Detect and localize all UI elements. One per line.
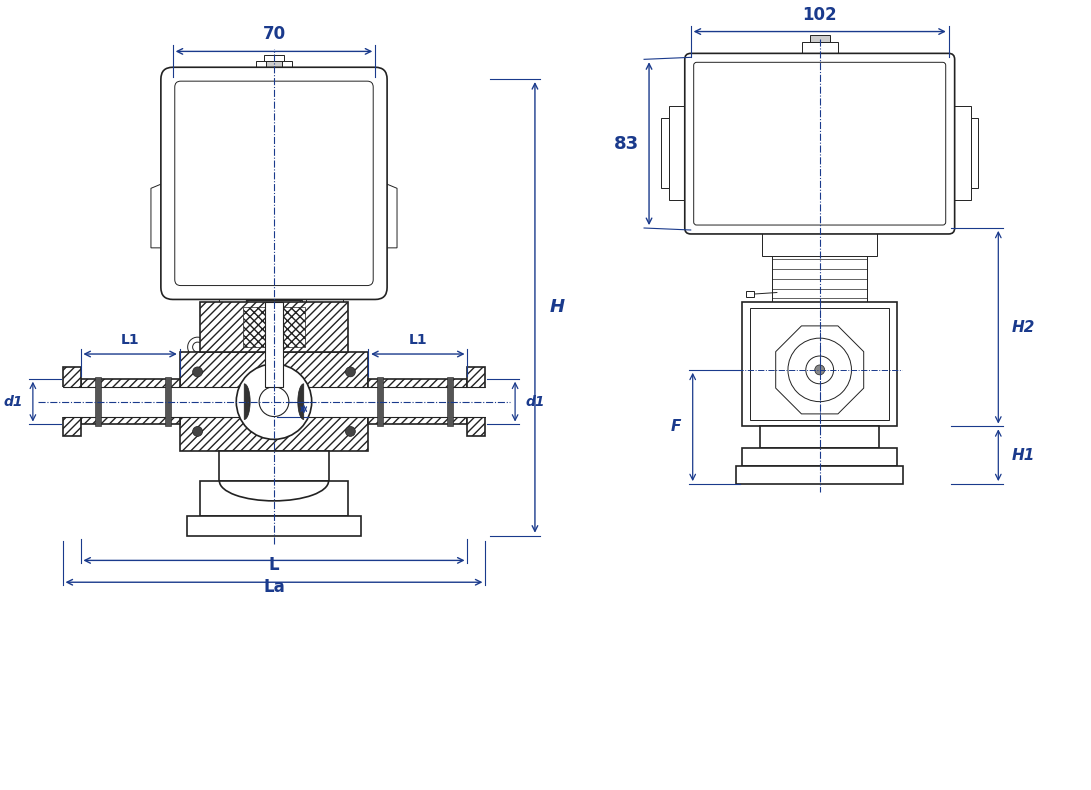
- Bar: [265, 303, 283, 387]
- Text: d1: d1: [525, 395, 544, 408]
- Polygon shape: [219, 288, 328, 342]
- FancyBboxPatch shape: [685, 54, 955, 234]
- FancyBboxPatch shape: [694, 62, 946, 225]
- Text: L1: L1: [121, 333, 140, 347]
- Bar: [247, 300, 302, 344]
- Polygon shape: [244, 384, 250, 419]
- Text: L: L: [268, 556, 279, 574]
- Bar: [266, 62, 281, 71]
- Text: 102: 102: [802, 6, 837, 24]
- Bar: [377, 377, 383, 427]
- Bar: [802, 43, 838, 64]
- Bar: [256, 62, 292, 81]
- Bar: [971, 118, 979, 188]
- Circle shape: [188, 337, 207, 357]
- Text: H: H: [550, 299, 565, 316]
- Bar: [219, 451, 328, 481]
- Bar: [305, 295, 344, 337]
- Bar: [61, 387, 488, 416]
- Bar: [215, 339, 219, 355]
- Circle shape: [806, 356, 834, 384]
- Bar: [243, 307, 265, 347]
- Text: d: d: [314, 402, 324, 416]
- Bar: [751, 308, 889, 420]
- Bar: [81, 379, 180, 424]
- FancyBboxPatch shape: [175, 81, 373, 285]
- FancyBboxPatch shape: [160, 67, 387, 299]
- Circle shape: [259, 387, 289, 416]
- Bar: [369, 379, 467, 424]
- Circle shape: [815, 365, 825, 375]
- Bar: [661, 118, 669, 188]
- Text: L1: L1: [408, 333, 428, 347]
- Bar: [95, 377, 101, 427]
- Text: La: La: [263, 578, 285, 596]
- Circle shape: [193, 342, 203, 352]
- Circle shape: [788, 338, 851, 401]
- Bar: [760, 427, 879, 448]
- Circle shape: [346, 427, 356, 436]
- Bar: [62, 367, 81, 436]
- Bar: [742, 448, 897, 466]
- Polygon shape: [151, 179, 175, 248]
- Bar: [187, 516, 361, 536]
- Bar: [669, 106, 691, 200]
- Bar: [467, 367, 485, 436]
- Bar: [200, 303, 348, 352]
- Bar: [200, 481, 348, 516]
- Circle shape: [193, 367, 203, 377]
- Bar: [772, 228, 867, 303]
- Text: H2: H2: [1011, 320, 1034, 335]
- Text: 70: 70: [263, 25, 286, 43]
- Circle shape: [193, 427, 203, 436]
- Bar: [283, 307, 304, 347]
- Bar: [264, 55, 284, 62]
- Bar: [742, 303, 897, 427]
- Bar: [763, 228, 877, 256]
- Bar: [746, 291, 754, 298]
- Text: H1: H1: [1011, 448, 1034, 463]
- Bar: [810, 35, 829, 43]
- Polygon shape: [776, 326, 864, 414]
- Bar: [165, 377, 171, 427]
- Bar: [446, 377, 453, 427]
- Bar: [949, 106, 971, 200]
- Circle shape: [346, 367, 356, 377]
- Text: F: F: [671, 419, 681, 434]
- Polygon shape: [373, 179, 397, 248]
- Text: 83: 83: [614, 134, 639, 152]
- Polygon shape: [298, 384, 303, 419]
- Circle shape: [237, 364, 312, 439]
- Text: d1: d1: [3, 395, 23, 408]
- Bar: [736, 466, 903, 484]
- Bar: [180, 352, 369, 451]
